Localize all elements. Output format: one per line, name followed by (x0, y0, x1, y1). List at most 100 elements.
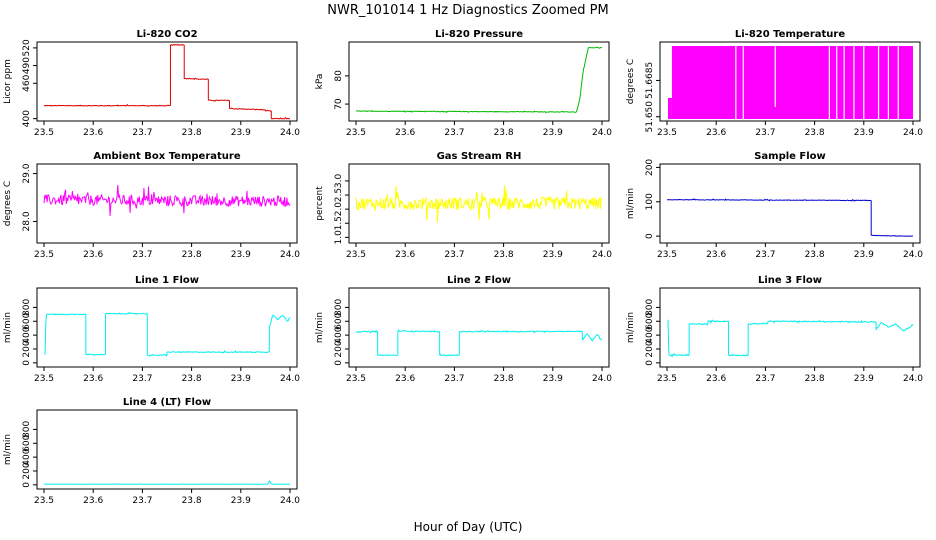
panel-6: Sample Flow ml/min 23.5 23.6 23.7 23.8 23.9 24.… (626, 151, 923, 260)
y-tick-label: 200 (22, 462, 32, 479)
y-tick-label: 1.0 (334, 230, 344, 245)
y-tick-label: 400 (645, 326, 655, 343)
x-tick-label: 23.7 (755, 374, 775, 384)
y-tick-label: 800 (645, 299, 655, 316)
y-tick-label: 600 (334, 312, 344, 329)
y-axis-label: degrees C (3, 181, 13, 226)
series-line-1 (667, 319, 670, 355)
x-tick-label: 23.9 (854, 128, 874, 138)
x-tick-label: 23.8 (182, 250, 202, 260)
y-tick-label: 460 (22, 74, 32, 91)
y-axis-label: ml/min (3, 312, 13, 343)
series-band (671, 46, 913, 119)
y-tick-label: 600 (22, 434, 32, 451)
panel-title: Li-820 Pressure (435, 29, 523, 40)
plot-frame (36, 287, 298, 368)
y-tick-label: 51.6685 (645, 62, 655, 99)
y-tick-label: 28.0 (22, 211, 32, 231)
series-line-8 (271, 116, 291, 120)
series-line-2 (85, 353, 106, 357)
x-tick-label: 23.6 (83, 128, 103, 138)
x-tick-label: 23.6 (706, 374, 726, 384)
x-tick-label: 24.0 (903, 250, 923, 260)
x-tick-label: 23.6 (706, 250, 726, 260)
figure-title: NWR_101014 1 Hz Diagnostics Zoomed PM (327, 3, 609, 18)
x-tick-label: 23.9 (854, 250, 874, 260)
y-tick-label: 1.5 (334, 216, 344, 230)
x-tick-label: 23.5 (34, 496, 54, 506)
series-line-3 (105, 311, 148, 315)
y-tick-label: 600 (22, 312, 32, 329)
plot-frame (36, 409, 298, 490)
y-tick-label: 0 (645, 360, 655, 366)
x-tick-label: 23.5 (34, 250, 54, 260)
x-tick-label: 23.9 (854, 374, 874, 384)
panel-2: Li-820 Pressure kPa 23.5 23.6 23.7 23.8 23.9 24… (315, 29, 612, 138)
y-tick-label: 200 (645, 340, 655, 357)
y-tick-label: 0 (22, 360, 32, 366)
x-tick-label: 24.0 (280, 496, 300, 506)
y-tick-label: 3.0 (334, 174, 344, 189)
x-tick-label: 23.8 (182, 128, 202, 138)
y-axis-label: Licor ppm (3, 59, 13, 104)
x-tick-label: 23.8 (494, 250, 514, 260)
x-tick-label: 23.8 (805, 250, 825, 260)
x-tick-label: 23.5 (346, 128, 366, 138)
y-axis-label: ml/min (315, 312, 325, 343)
panel-title: Line 3 Flow (758, 275, 822, 286)
y-tick-label: 51.650 (645, 101, 655, 133)
series-line-7 (767, 319, 877, 324)
panel-1: Li-820 CO2 Licor ppm 23.5 23.6 23.7 23.8 23.9 2… (3, 29, 300, 138)
y-axis-label: ml/min (626, 188, 636, 219)
x-tick-label: 24.0 (592, 374, 612, 384)
x-tick-label: 23.5 (346, 250, 366, 260)
series-band-start (667, 98, 672, 119)
series-line-4 (196, 78, 209, 80)
x-tick-label: 23.6 (83, 374, 103, 384)
series-line-6 (748, 322, 768, 326)
y-tick-label: 80 (334, 70, 344, 82)
x-tick-label: 23.9 (543, 374, 563, 384)
x-tick-label: 23.5 (34, 128, 54, 138)
y-tick-label: 0 (334, 360, 344, 366)
x-tick-label: 23.9 (231, 374, 251, 384)
x-tick-label: 23.5 (657, 250, 677, 260)
series-line-3 (183, 77, 197, 81)
y-axis-label: degrees C (626, 59, 636, 104)
series-line-7 (265, 109, 272, 112)
series-line-4 (439, 353, 460, 357)
y-tick-label: 490 (22, 57, 32, 74)
series-line-2 (377, 354, 398, 357)
x-tick-label: 23.6 (83, 250, 103, 260)
x-tick-label: 23.6 (395, 250, 415, 260)
x-tick-label: 23.7 (132, 128, 152, 138)
y-tick-label: 800 (22, 299, 32, 316)
y-tick-label: 400 (334, 326, 344, 343)
y-tick-label: 400 (22, 326, 32, 343)
panel-10: Line 4 (LT) Flow ml/min 23.5 23.6 23.7 23.8 23… (3, 397, 300, 506)
panels-grid: Li-820 CO2 Licor ppm 23.5 23.6 23.7 23.8 23.9 2… (3, 29, 923, 506)
x-tick-label: 23.7 (755, 128, 775, 138)
series-line-6 (581, 333, 603, 342)
x-tick-label: 23.7 (755, 250, 775, 260)
series-line-1 (355, 329, 378, 334)
temperature-band (667, 46, 913, 119)
panel-5: Gas Stream RH percent 23.5 23.6 23.7 23.8 23.9… (315, 151, 612, 260)
x-tick-label: 23.9 (543, 250, 563, 260)
y-tick-label: 2.5 (334, 188, 344, 202)
x-tick-label: 23.5 (346, 374, 366, 384)
plot-frame (659, 41, 921, 122)
y-axis-label: ml/min (3, 434, 13, 465)
y-tick-label: 600 (645, 312, 655, 329)
series-line-5 (728, 353, 749, 357)
series-line-2 (170, 43, 185, 46)
x-tick-label: 24.0 (280, 128, 300, 138)
y-tick-label: 0 (645, 233, 655, 239)
series-line-3 (397, 329, 441, 333)
x-tick-label: 23.5 (657, 128, 677, 138)
series-line-1 (43, 184, 291, 217)
series-line-1 (44, 103, 171, 107)
plot-frame (659, 163, 921, 244)
plot-frame (348, 163, 610, 244)
